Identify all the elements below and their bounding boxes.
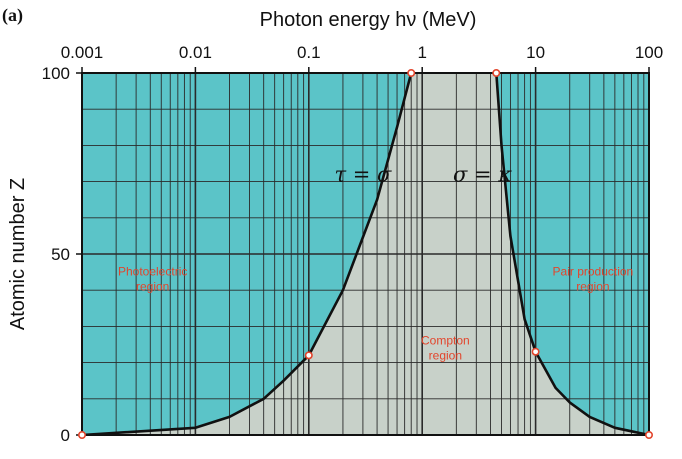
- region-label-line: region: [576, 280, 609, 294]
- marked-point: [531, 347, 540, 356]
- region-label-line: Compton: [421, 334, 470, 348]
- y-tick-label: 0: [61, 426, 70, 445]
- x-tick-label: 0.01: [179, 43, 212, 62]
- curve-label: σ = κ: [453, 163, 512, 187]
- x-tick-label: 1: [417, 43, 426, 62]
- region-label: Compton region: [421, 334, 470, 363]
- curve-sigma-kappa: [495, 73, 649, 435]
- region-label: Pair production region: [553, 265, 634, 294]
- marked-point: [407, 69, 416, 78]
- region-label-line: Photoelectric: [118, 265, 187, 279]
- region-label: Photoelectric region: [118, 265, 187, 294]
- x-axis-title: Photon energy hν (MeV): [260, 9, 477, 31]
- region-label-line: region: [429, 349, 462, 363]
- x-tick-label: 0.1: [297, 43, 321, 62]
- region-label-line: region: [136, 280, 169, 294]
- y-axis-title: Atomic number Z: [7, 178, 29, 330]
- panel-label: (a): [2, 5, 23, 26]
- marked-point: [304, 351, 313, 360]
- x-tick-label: 0.001: [61, 43, 104, 62]
- y-tick-label: 50: [51, 245, 70, 264]
- curve-tau-sigma: [82, 73, 413, 435]
- marked-point: [644, 430, 653, 439]
- x-tick-label: 100: [635, 43, 663, 62]
- x-tick-label: 10: [526, 43, 545, 62]
- region-label-line: Pair production: [553, 265, 634, 279]
- y-tick-label: 100: [42, 64, 70, 83]
- marked-point: [492, 69, 501, 78]
- curve-label: τ = σ: [334, 163, 392, 187]
- marked-point: [78, 430, 87, 439]
